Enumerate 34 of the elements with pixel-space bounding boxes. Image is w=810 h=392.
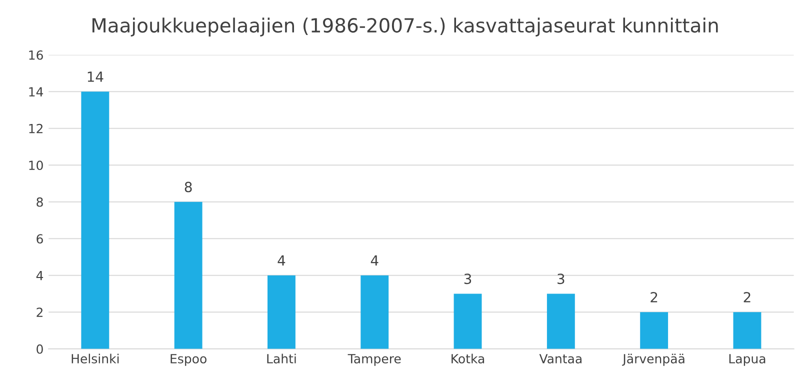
x-tick-label: Vantaa bbox=[539, 354, 582, 364]
x-tick-label: Lahti bbox=[267, 354, 296, 364]
bar bbox=[360, 275, 389, 349]
y-tick-label: 10 bbox=[29, 160, 43, 170]
data-label: 8 bbox=[184, 182, 192, 192]
y-tick-label: 12 bbox=[29, 124, 42, 134]
data-label: 2 bbox=[650, 292, 658, 302]
x-tick-label: Järvenpää bbox=[622, 354, 684, 366]
y-tick-label: 0 bbox=[36, 344, 43, 354]
bar bbox=[733, 312, 762, 349]
y-tick-label: 16 bbox=[29, 50, 43, 60]
y-tick-label: 4 bbox=[36, 271, 44, 280]
chart-title: Maajoukkuepelaajien (1986-2007-s.) kasvattajaseurat kunnittain bbox=[92, 18, 718, 36]
bar bbox=[268, 275, 296, 349]
bar bbox=[546, 294, 575, 349]
data-label: 4 bbox=[370, 255, 378, 266]
data-label: 14 bbox=[88, 72, 104, 82]
data-label: 4 bbox=[278, 255, 286, 266]
y-tick-label: 2 bbox=[36, 308, 42, 317]
y-tick-label: 6 bbox=[36, 234, 43, 244]
data-label: 2 bbox=[744, 292, 750, 302]
x-tick-label: Tampere bbox=[348, 354, 401, 366]
y-tick-label: 14 bbox=[29, 87, 44, 96]
bar bbox=[81, 92, 110, 349]
bar bbox=[454, 294, 482, 349]
y-tick-label: 8 bbox=[36, 197, 43, 207]
data-label: 3 bbox=[558, 274, 564, 284]
x-tick-label: Helsinki bbox=[72, 354, 119, 364]
x-tick-label: Espoo bbox=[170, 354, 206, 366]
bar bbox=[640, 312, 668, 349]
data-label: 3 bbox=[464, 274, 472, 284]
x-tick-label: Lapua bbox=[729, 354, 766, 366]
bar bbox=[174, 202, 202, 349]
x-tick-label: Kotka bbox=[452, 354, 484, 364]
